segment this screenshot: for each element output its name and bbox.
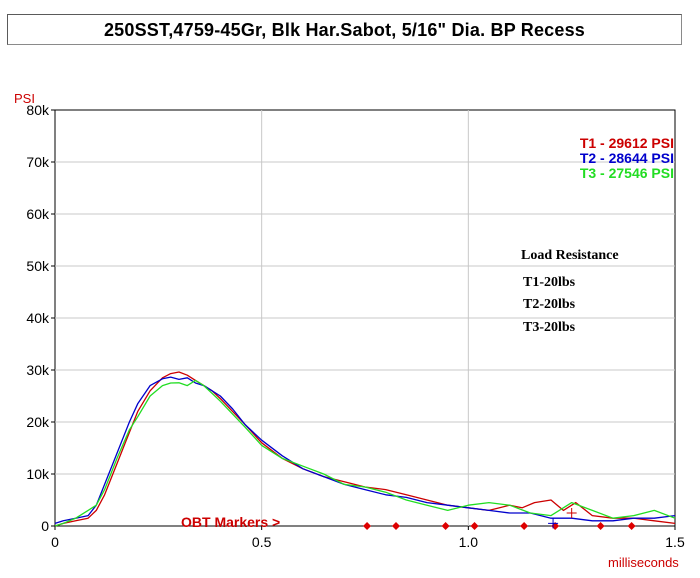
obt-marker <box>392 522 400 530</box>
x-tick-label: 0 <box>51 534 59 550</box>
obt-marker <box>363 522 372 530</box>
obt-marker <box>627 522 636 530</box>
legend-entry-t3: T3 - 27546 PSI <box>580 165 674 181</box>
y-tick-label: 0 <box>41 518 49 534</box>
y-tick-label: 50k <box>26 258 50 274</box>
series-line-t2 <box>54 376 676 525</box>
y-tick-label: 10k <box>26 466 50 482</box>
annotation-title: Load Resistance <box>521 248 619 263</box>
y-tick-label: 60k <box>26 206 50 222</box>
y-tick-label: 40k <box>26 310 50 326</box>
obt-marker <box>470 522 479 530</box>
y-tick-label: 70k <box>26 154 50 170</box>
y-axis-unit-label: PSI <box>14 91 35 106</box>
legend-entry-t2: T2 - 28644 PSI <box>580 150 674 166</box>
obt-markers-label: OBT Markers > <box>181 514 280 530</box>
page-title: 250SST,4759-45Gr, Blk Har.Sabot, 5/16" D… <box>7 14 682 45</box>
obt-marker <box>596 522 605 530</box>
obt-marker <box>520 522 529 530</box>
x-tick-label: 0.5 <box>252 534 272 550</box>
series-line-t3 <box>54 379 676 527</box>
annotation-line-t1: T1-20lbs <box>523 275 576 290</box>
peak-cross-marker <box>548 518 559 529</box>
annotation-line-t2: T2-20lbs <box>523 297 576 312</box>
peak-cross-marker <box>566 508 577 518</box>
y-tick-label: 20k <box>26 414 50 430</box>
x-tick-label: 1.0 <box>459 534 479 550</box>
y-tick-label: 80k <box>26 102 50 118</box>
legend: T1 - 29612 PSI T2 - 28644 PSI T3 - 27546… <box>580 135 674 181</box>
annotation-line-t3: T3-20lbs <box>523 320 576 335</box>
load-resistance-annotation: Load Resistance T1-20lbs T2-20lbs T3-20l… <box>521 248 619 335</box>
obt-marker <box>441 522 450 530</box>
x-axis-unit-label: milliseconds <box>608 555 679 570</box>
y-tick-label: 30k <box>26 362 50 378</box>
legend-entry-t1: T1 - 29612 PSI <box>580 135 674 151</box>
x-tick-label: 1.5 <box>665 534 685 550</box>
